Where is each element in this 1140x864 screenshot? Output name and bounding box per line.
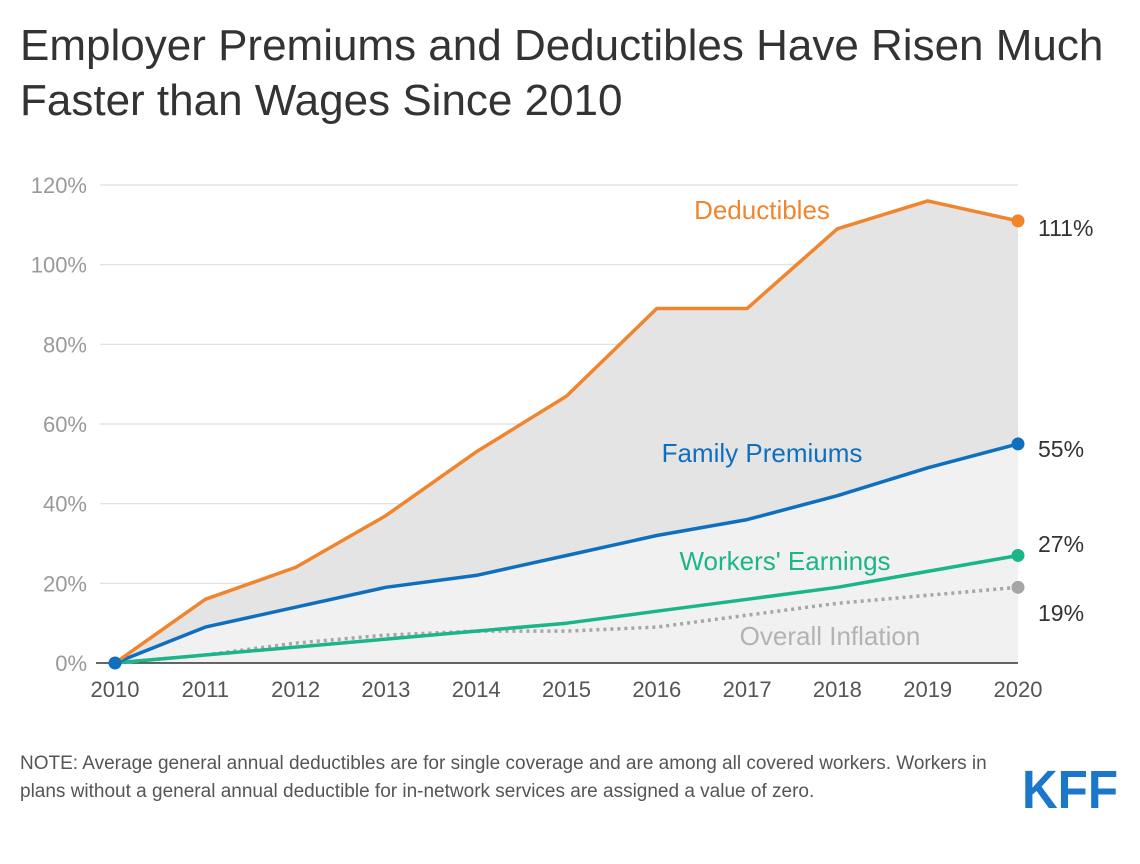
kff-logo: KFF (1022, 767, 1118, 810)
x-tick-label: 2020 (994, 677, 1043, 702)
chart-note: NOTE: Average general annual deductibles… (20, 753, 987, 802)
end-value-label-family: 55% (1038, 436, 1084, 462)
y-tick-label: 120% (31, 173, 87, 198)
x-tick-label: 2017 (723, 677, 772, 702)
x-tick-label: 2014 (452, 677, 501, 702)
end-value-label-deductibles: 111% (1038, 215, 1093, 241)
end-marker-earnings (1011, 548, 1025, 562)
x-tick-label: 2012 (271, 677, 320, 702)
chart-title: Employer Premiums and Deductibles Have R… (20, 21, 1104, 125)
series-label-deductibles: Deductibles (694, 195, 830, 225)
y-tick-label: 0% (55, 651, 87, 676)
series-label-family: Family Premiums (662, 438, 863, 468)
x-tick-label: 2013 (361, 677, 410, 702)
end-marker-deductibles (1011, 214, 1025, 228)
series-line-earnings (113, 553, 1020, 665)
end-marker-family (1011, 437, 1025, 451)
x-tick-label: 2018 (813, 677, 862, 702)
x-tick-label: 2019 (903, 677, 952, 702)
kff-logo-text: KFF (1022, 767, 1118, 810)
x-tick-label: 2015 (542, 677, 591, 702)
end-value-label-earnings: 27% (1038, 531, 1084, 557)
end-marker-inflation (1011, 580, 1025, 594)
y-tick-label: 60% (43, 412, 87, 437)
x-tick-label: 2016 (632, 677, 681, 702)
series-markers (108, 214, 1025, 670)
axis-ticks: 0% 20% 40% 60% 80% 100% 120% 2010 2011 2012 2013 20… (31, 173, 1043, 702)
series-label-earnings: Workers' Earnings (679, 546, 890, 576)
series-label-inflation: Overall Inflation (740, 621, 921, 651)
series-line-family (113, 442, 1020, 665)
shaded-areas (115, 200, 1018, 663)
shaded-area-deductibles (115, 200, 1018, 663)
y-tick-label: 80% (43, 332, 87, 357)
x-tick-label: 2011 (182, 677, 229, 702)
y-tick-label: 20% (43, 571, 87, 596)
y-tick-label: 100% (31, 253, 87, 278)
series-lines (113, 199, 1020, 665)
end-value-label-inflation: 19% (1038, 600, 1084, 626)
start-marker (108, 656, 122, 670)
series-labels: Overall Inflation Workers' Earnings Family… (662, 195, 1094, 651)
y-tick-label: 40% (43, 492, 87, 517)
x-tick-label: 2010 (91, 677, 140, 702)
series-line-deductibles (113, 199, 1020, 665)
